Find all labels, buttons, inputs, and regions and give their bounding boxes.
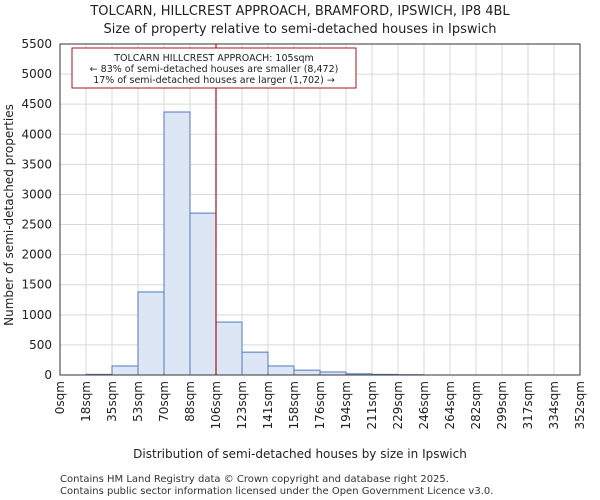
- x-tick-label: 0sqm: [53, 381, 67, 414]
- bars: [85, 111, 425, 376]
- bar: [241, 351, 269, 376]
- y-tick-label: 2000: [21, 248, 52, 262]
- annotation-line-2: ← 83% of semi-detached houses are smalle…: [90, 64, 339, 75]
- x-ticks: 0sqm 18sqm 35sqm 53sqm 70sqm 88sqm 106sqm 123sq…: [53, 381, 587, 429]
- x-tick-label: 282sqm: [469, 381, 483, 429]
- x-tick-label: 317sqm: [521, 381, 535, 429]
- x-tick-label: 35sqm: [105, 381, 119, 422]
- x-tick-label: 123sqm: [235, 381, 249, 429]
- y-tick-label: 1000: [21, 308, 52, 322]
- bar: [111, 365, 139, 376]
- y-ticks: 0 500 1000 1500 2000 2500 3000 3500 4000 4500 5000…: [21, 37, 52, 382]
- x-tick-label: 70sqm: [157, 381, 171, 422]
- x-tick-label: 246sqm: [417, 381, 431, 429]
- x-tick-label: 194sqm: [339, 381, 353, 429]
- x-tick-label: 53sqm: [131, 381, 145, 422]
- y-tick-label: 5500: [21, 37, 52, 51]
- chart-title: TOLCARN, HILLCREST APPROACH, BRAMFORD, I…: [89, 4, 510, 19]
- chart-subtitle: Size of property relative to semi-detach…: [103, 22, 496, 37]
- annotation-line-1: TOLCARN HILLCREST APPROACH: 105sqm: [113, 53, 314, 64]
- annotation-box: TOLCARN HILLCREST APPROACH: 105sqm ← 83%…: [71, 47, 357, 89]
- x-tick-label: 352sqm: [573, 381, 587, 429]
- x-tick-label: 176sqm: [313, 381, 327, 429]
- y-tick-label: 3000: [21, 187, 52, 201]
- x-tick-label: 18sqm: [79, 381, 93, 422]
- x-tick-label: 141sqm: [261, 381, 275, 429]
- x-axis-label: Distribution of semi-detached houses by …: [133, 447, 467, 461]
- annotation-border: [71, 47, 357, 89]
- y-tick-label: 1500: [21, 278, 52, 292]
- x-tick-label: 229sqm: [391, 381, 405, 429]
- y-tick-label: 5000: [21, 67, 52, 81]
- bar: [163, 111, 191, 376]
- bar: [189, 212, 217, 376]
- y-tick-label: 0: [44, 368, 52, 382]
- x-tick-label: 211sqm: [365, 381, 379, 429]
- y-tick-label: 4500: [21, 97, 52, 111]
- footer-line-2: Contains public sector information licen…: [60, 486, 493, 497]
- bar: [293, 369, 321, 376]
- bar: [215, 321, 243, 376]
- x-tick-label: 299sqm: [495, 381, 509, 429]
- x-tick-label: 158sqm: [287, 381, 301, 429]
- x-tick-label: 88sqm: [183, 381, 197, 422]
- bar: [267, 365, 295, 376]
- annotation-line-3: 17% of semi-detached houses are larger (…: [93, 75, 335, 86]
- y-tick-label: 500: [29, 338, 52, 352]
- y-tick-label: 3500: [21, 157, 52, 171]
- footer-line-1: Contains HM Land Registry data © Crown c…: [60, 474, 449, 485]
- x-tick-label: 106sqm: [209, 381, 223, 429]
- x-tick-label: 334sqm: [547, 381, 561, 429]
- y-axis-label: Number of semi-detached properties: [2, 104, 16, 326]
- bar: [137, 291, 165, 376]
- y-tick-label: 2500: [21, 218, 52, 232]
- y-tick-label: 4000: [21, 127, 52, 141]
- x-tick-label: 264sqm: [443, 381, 457, 429]
- plot-frame: [59, 43, 581, 376]
